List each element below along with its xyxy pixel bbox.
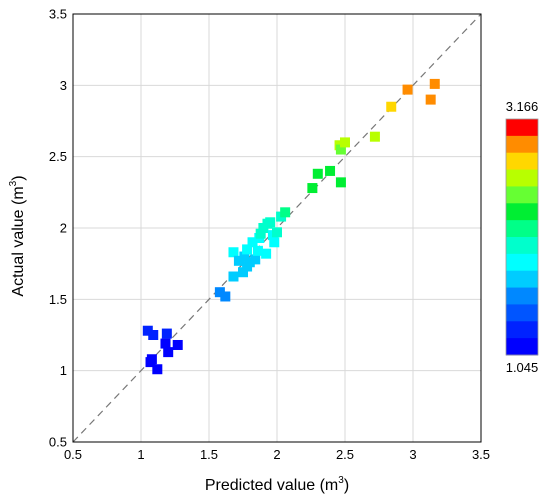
data-point-11 — [228, 271, 239, 282]
colorbar-band-0 — [506, 119, 538, 137]
y-tick-label-4: 2.5 — [49, 149, 67, 164]
data-point-25 — [261, 248, 272, 259]
colorbar-band-9 — [506, 270, 538, 289]
colorbar-band-12 — [506, 321, 538, 339]
x-tick-label-3: 2 — [273, 447, 280, 462]
x-axis-title: Predicted value (m3) — [205, 475, 349, 494]
data-point-19 — [247, 237, 258, 248]
data-point-29 — [269, 237, 280, 248]
data-point-40 — [369, 131, 380, 142]
data-point-35 — [325, 165, 336, 176]
colorbar-band-7 — [506, 237, 538, 255]
colorbar-band-3 — [506, 169, 538, 187]
data-point-39 — [335, 177, 346, 188]
data-point-38 — [340, 137, 350, 148]
x-tick-label-1: 1 — [137, 447, 144, 462]
data-point-3 — [160, 338, 171, 349]
y-tick-label-0: 0.5 — [49, 435, 67, 450]
colorbar-band-10 — [506, 287, 538, 305]
colorbar-band-13 — [506, 338, 538, 356]
colorbar-min-label: 1.045 — [506, 360, 539, 375]
x-tick-label-4: 2.5 — [336, 447, 354, 462]
data-point-1 — [148, 330, 159, 340]
data-point-43 — [425, 94, 436, 105]
data-point-32 — [280, 207, 291, 218]
data-point-23 — [255, 228, 266, 239]
data-point-12 — [238, 267, 248, 278]
data-point-34 — [312, 168, 323, 179]
y-tick-label-1: 1 — [60, 363, 67, 378]
x-tick-label-2: 1.5 — [200, 447, 218, 462]
data-point-10 — [220, 291, 231, 302]
y-tick-labels: 0.5 1 1.5 2 2.5 3 3.5 — [49, 7, 67, 450]
colorbar-band-8 — [506, 253, 538, 272]
colorbar-band-11 — [506, 304, 538, 322]
colorbar-band-2 — [506, 152, 538, 171]
data-point-37 — [335, 144, 346, 155]
y-tick-label-6: 3.5 — [49, 7, 67, 22]
data-point-9 — [214, 287, 225, 298]
colorbar-band-6 — [506, 220, 538, 238]
x-tick-label-0: 0.5 — [64, 447, 82, 462]
data-point-8 — [152, 364, 163, 375]
y-axis-title: Actual value (m3) — [8, 175, 27, 296]
data-point-33 — [307, 183, 318, 194]
data-point-18 — [244, 257, 255, 268]
data-point-5 — [163, 347, 174, 358]
colorbar-band-5 — [506, 203, 538, 221]
data-point-17 — [242, 244, 253, 255]
y-tick-label-2: 1.5 — [49, 292, 67, 307]
data-point-0 — [142, 325, 153, 336]
x-tick-label-6: 3.5 — [472, 447, 490, 462]
data-point-20 — [250, 254, 261, 265]
reference-line-y-equals-x — [72, 13, 482, 443]
data-point-21 — [252, 245, 263, 256]
colorbar — [505, 118, 539, 356]
colorbar-band-4 — [506, 186, 538, 204]
colorbar-band-1 — [506, 135, 538, 154]
colorbar-max-label: 3.166 — [506, 99, 539, 114]
data-point-16 — [239, 251, 250, 262]
data-point-42 — [402, 84, 413, 95]
data-point-41 — [386, 101, 397, 112]
data-point-14 — [228, 247, 239, 258]
data-point-2 — [161, 328, 172, 339]
data-point-15 — [233, 255, 244, 266]
y-tick-label-5: 3 — [60, 78, 67, 93]
data-points — [142, 78, 440, 375]
data-point-44 — [429, 78, 440, 89]
x-tick-label-5: 3 — [409, 447, 416, 462]
plot-frame — [72, 13, 482, 443]
data-point-4 — [172, 339, 183, 350]
x-tick-labels: 0.5 1 1.5 2 2.5 3 3.5 — [64, 447, 490, 462]
y-tick-label-3: 2 — [60, 221, 67, 236]
colorbar-frame — [505, 118, 539, 356]
data-point-27 — [265, 217, 276, 228]
data-point-30 — [272, 227, 282, 238]
data-point-7 — [145, 357, 156, 368]
